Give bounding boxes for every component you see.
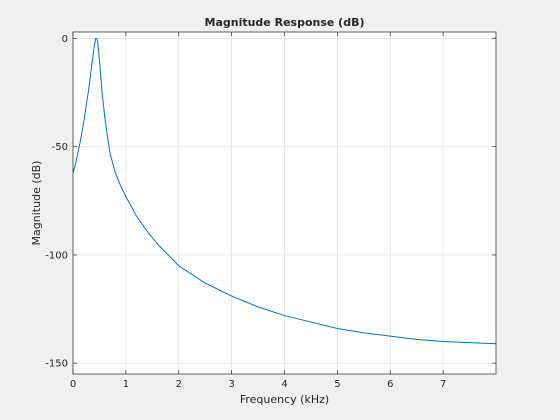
x-tick-label: 1	[123, 379, 129, 390]
y-axis-label: Magnitude (dB)	[30, 161, 43, 246]
grid-lines	[72, 32, 496, 374]
x-tick-label: 5	[334, 379, 340, 390]
y-tick-label: -100	[45, 250, 68, 261]
x-tick-label: 3	[228, 379, 234, 390]
y-tick-label: -150	[45, 359, 68, 370]
x-tick-label: 6	[387, 379, 393, 390]
magnitude-line	[72, 37, 497, 345]
x-axis-label: Frequency (kHz)	[240, 393, 329, 406]
x-tick-label: 2	[176, 379, 182, 390]
x-tick-label: 0	[70, 379, 76, 390]
chart-title: Magnitude Response (dB)	[205, 16, 365, 29]
series-group	[72, 37, 497, 345]
plot-frame	[72, 31, 497, 375]
axis-ticks: 0 1 2 3 4 5 6 7 0 -50 -100 -150	[45, 32, 496, 390]
x-tick-label: 7	[440, 379, 446, 390]
x-tick-label: 4	[281, 379, 287, 390]
y-tick-label: 0	[62, 34, 68, 45]
y-tick-label: -50	[52, 142, 68, 153]
